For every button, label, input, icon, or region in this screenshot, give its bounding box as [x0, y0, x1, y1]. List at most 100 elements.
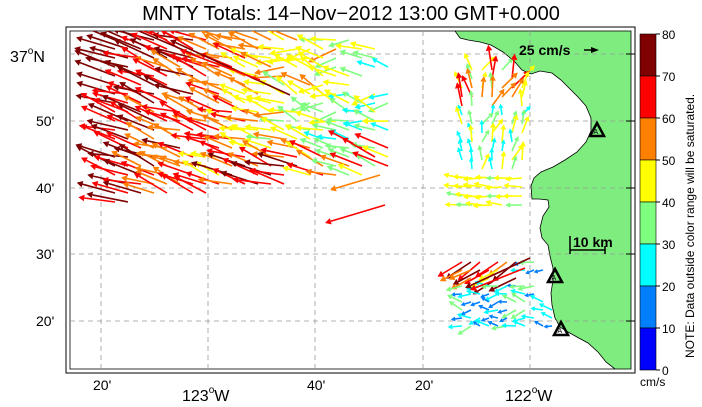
current-vector-head — [493, 288, 500, 293]
current-vector — [521, 75, 528, 89]
current-vector — [265, 119, 285, 131]
current-vector — [477, 204, 493, 207]
current-vector-head — [323, 89, 331, 96]
current-vector — [246, 89, 272, 95]
current-vector-head — [498, 103, 504, 109]
current-vector — [513, 285, 526, 288]
current-vector — [116, 153, 142, 167]
current-vector — [458, 185, 473, 188]
current-vector-head — [465, 289, 472, 295]
current-vector — [275, 48, 298, 54]
current-vector — [511, 114, 516, 125]
current-vector-head — [286, 54, 294, 61]
current-vector — [357, 52, 376, 59]
current-vector-head — [117, 103, 125, 110]
current-vector — [254, 170, 285, 185]
current-vector-head — [465, 63, 471, 69]
current-vector-head — [227, 32, 235, 38]
current-vector-head — [246, 97, 254, 104]
current-vector — [165, 32, 194, 50]
svg-text:A: A — [594, 129, 599, 136]
current-vector — [325, 156, 350, 167]
current-vector-head — [102, 180, 110, 187]
current-vector — [108, 182, 142, 194]
current-vector-head — [461, 75, 468, 82]
current-vector-head — [212, 95, 219, 102]
current-vector-head — [123, 95, 131, 102]
current-vector — [501, 155, 505, 170]
current-vector-head — [262, 71, 269, 78]
current-vector — [267, 31, 285, 41]
current-vector-head — [78, 194, 85, 202]
current-vector-head — [237, 42, 244, 49]
current-vector-head — [465, 67, 472, 74]
current-vector-head — [299, 73, 307, 81]
current-vector — [82, 183, 116, 194]
current-vector — [457, 87, 463, 107]
current-vector-head — [239, 51, 247, 58]
current-vector — [247, 54, 272, 59]
current-vector — [206, 63, 233, 77]
current-vector — [511, 119, 517, 134]
current-vector-head — [314, 148, 322, 155]
current-vector-head — [213, 133, 220, 140]
colorbar-unit: cm/s — [640, 375, 665, 389]
current-vector-head — [487, 156, 493, 162]
current-vector-head — [113, 145, 121, 153]
current-vector — [300, 152, 324, 167]
current-vector — [321, 136, 337, 140]
current-vector-head — [512, 114, 519, 121]
current-vector-head — [454, 106, 461, 113]
current-vector — [359, 135, 389, 149]
current-vector-head — [368, 93, 375, 100]
current-vector-head — [138, 151, 146, 157]
current-vector — [468, 114, 473, 125]
current-vector-head — [488, 303, 494, 309]
colorbar-swatch — [639, 33, 657, 77]
current-vector-head — [341, 107, 348, 114]
current-vector-head — [106, 114, 114, 121]
current-vector — [190, 119, 220, 131]
current-vector-head — [500, 150, 507, 157]
station-north-icon: A — [587, 120, 607, 138]
current-vector — [442, 261, 463, 275]
lat-label-40: 40' — [36, 180, 54, 196]
current-vector-head — [497, 309, 502, 314]
current-vector-head — [467, 122, 472, 128]
current-vector — [501, 61, 511, 71]
current-vector-head — [76, 145, 83, 152]
current-vector-head — [300, 55, 307, 63]
current-vector-head — [280, 71, 288, 78]
current-vector — [287, 168, 311, 176]
current-vector — [330, 122, 350, 131]
current-vector — [501, 143, 505, 152]
current-vector — [278, 56, 298, 68]
current-vector-head — [100, 31, 108, 38]
current-vector — [194, 60, 220, 77]
current-vector-head — [352, 151, 359, 158]
current-vector-head — [103, 158, 111, 165]
current-vector — [304, 140, 324, 149]
current-vector-head — [522, 80, 528, 86]
colorbar-swatch — [639, 201, 657, 245]
current-vector-head — [134, 87, 142, 93]
current-vector — [108, 179, 142, 185]
current-vector — [304, 102, 324, 110]
current-vector-head — [185, 109, 193, 116]
current-vector — [258, 111, 285, 116]
current-vector — [232, 154, 259, 167]
current-vector — [315, 38, 337, 41]
current-vector — [300, 48, 324, 59]
scale-vector-label: 25 cm/s — [519, 42, 571, 58]
colorbar — [639, 33, 657, 371]
current-vector-head — [76, 181, 84, 188]
latitude-labels: 37oN 50' 40' 30' 20' — [10, 46, 54, 329]
current-vector — [265, 118, 285, 122]
current-vector-head — [543, 324, 548, 329]
current-vector-head — [352, 109, 360, 116]
current-vector-head — [452, 173, 459, 180]
current-vector-head — [143, 75, 151, 81]
current-vector — [372, 102, 389, 111]
current-vector — [359, 156, 376, 167]
current-vector-head — [335, 42, 342, 50]
